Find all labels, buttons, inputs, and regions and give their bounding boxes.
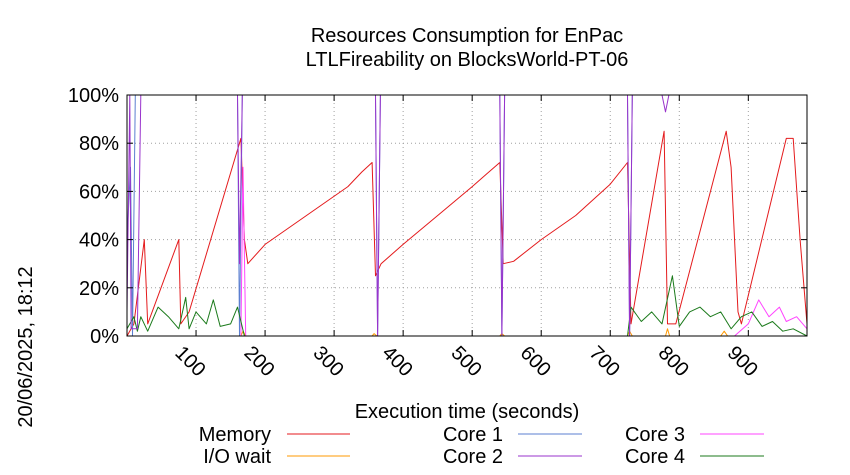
series-line-memory [126, 130, 808, 337]
x-tick-label: 700 [585, 342, 624, 381]
series-line-core-2 [126, 94, 807, 337]
x-tick-label: 400 [378, 342, 417, 381]
timestamp: 20/06/2025, 18:12 [15, 266, 37, 427]
plot-frame [126, 94, 808, 337]
x-tick-label: 500 [447, 342, 486, 381]
legend-label-core-2: Core 2 [443, 446, 503, 468]
y-tick-label: 0% [90, 326, 119, 348]
legend-label-core-4: Core 4 [625, 446, 685, 468]
series-line-i-o-wait [127, 328, 807, 337]
x-tick-label: 800 [654, 342, 693, 381]
series-line-core-3 [127, 166, 808, 337]
x-tick-label: 100 [171, 342, 210, 381]
legend-label-core-1: Core 1 [443, 424, 503, 446]
legend-label-i-o-wait: I/O wait [203, 446, 271, 468]
y-tick-label: 100% [68, 85, 119, 107]
legend-label-core-3: Core 3 [625, 424, 685, 446]
x-tick-label: 200 [240, 342, 279, 381]
y-tick-label: 60% [79, 181, 119, 203]
y-tick-label: 40% [79, 230, 119, 252]
x-ticks: 100 200 300 400 500 600 700 800 900 [171, 95, 762, 381]
x-tick-label: 900 [723, 342, 762, 381]
series-lines [126, 94, 808, 337]
grid [127, 95, 807, 336]
chart-subtitle: LTLFireability on BlocksWorld-PT-06 [306, 49, 629, 71]
legend-label-memory: Memory [199, 424, 271, 446]
x-tick-label: 600 [516, 342, 555, 381]
series-line-core-4 [126, 275, 808, 337]
y-tick-label: 80% [79, 133, 119, 155]
x-axis-label: Execution time (seconds) [355, 401, 580, 423]
y-tick-label: 20% [79, 278, 119, 300]
x-tick-label: 300 [309, 342, 348, 381]
y-ticks: 0% 20% 40% 60% 80% 100% [68, 85, 807, 348]
series-line-core-1 [126, 94, 807, 337]
chart-title: Resources Consumption for EnPac [311, 25, 623, 47]
